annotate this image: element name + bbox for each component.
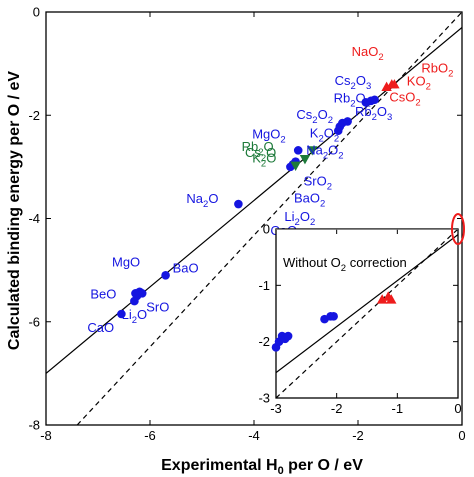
data-label: MgO xyxy=(112,254,140,269)
data-label: Rb2O xyxy=(242,139,274,158)
data-label: RbO2 xyxy=(421,60,453,79)
y-tick-label: -1 xyxy=(258,278,270,293)
data-label: Cs2O3 xyxy=(335,73,372,92)
x-tick-label: -6 xyxy=(144,428,156,443)
inset-plot: -3 -2 -1 0 0 -1 -2 -3 Without O2 correction xyxy=(258,213,465,416)
oxide-point xyxy=(370,95,379,105)
oxide-point xyxy=(137,289,147,298)
data-label: Na2O2 xyxy=(306,143,343,162)
data-label: K2O xyxy=(252,150,276,169)
y-tick-label: -2 xyxy=(258,334,270,349)
oxide-point xyxy=(131,289,140,298)
y-tick-label: -2 xyxy=(28,108,40,123)
data-label: K2O2 xyxy=(310,126,339,145)
x-axis-title: Experimental H0 per O / eV xyxy=(161,457,363,477)
x-tick-label: 0 xyxy=(458,428,465,443)
parity-line xyxy=(76,12,462,425)
data-label: BaO2 xyxy=(294,190,325,209)
data-label: BaO xyxy=(173,260,199,275)
oxide-point xyxy=(343,117,352,126)
oxide-point xyxy=(117,309,126,319)
x-tick-label: -2 xyxy=(352,428,364,443)
y-tick-label: -4 xyxy=(28,211,40,226)
data-label: MgO2 xyxy=(252,126,285,145)
x-tick-label: -4 xyxy=(248,428,260,443)
superoxide-point xyxy=(381,81,392,92)
data-label: SrO2 xyxy=(304,174,332,193)
inset-lines xyxy=(276,229,458,398)
origin-highlight-ellipse xyxy=(451,213,465,245)
data-label: CaO xyxy=(87,320,114,335)
main-points xyxy=(117,79,400,319)
data-label: Na2O xyxy=(186,191,218,210)
oxide-point xyxy=(283,331,293,341)
data-label: Cs2O2 xyxy=(296,107,333,126)
y-axis-title: Calculated binding energy per O / eV xyxy=(6,71,23,351)
ozonide-point xyxy=(299,154,311,165)
data-label: Li2O2 xyxy=(284,209,315,228)
x-tick-label: -3 xyxy=(270,401,282,416)
superoxide-point xyxy=(376,294,388,304)
data-label: Cs2O xyxy=(245,145,276,164)
data-label: SrO xyxy=(146,299,169,314)
x-tick-label: -1 xyxy=(392,401,404,416)
data-label: Rb2O2 xyxy=(334,90,371,109)
y-tick-label: -6 xyxy=(28,314,40,329)
oxide-point xyxy=(161,270,170,280)
fit-line xyxy=(276,234,458,374)
ozonide-point xyxy=(290,161,301,172)
data-label: Rb2O3 xyxy=(355,104,392,123)
data-label: KO2 xyxy=(407,73,431,92)
y-tick-label: 0 xyxy=(263,222,270,237)
x-tick-label: 0 xyxy=(454,401,461,416)
data-label: NaO2 xyxy=(352,44,384,63)
x-tick-label: -8 xyxy=(40,428,52,443)
data-label: CsO2 xyxy=(389,89,420,108)
data-label: BeO xyxy=(90,286,116,301)
inset-points xyxy=(271,291,397,352)
x-tick-label: -2 xyxy=(331,401,343,416)
oxide-point xyxy=(329,312,338,321)
inset-annotation: Without O2 correction xyxy=(283,255,407,274)
oxide-point xyxy=(293,146,303,155)
ozonide-point xyxy=(307,146,318,156)
data-label: Li2O xyxy=(122,307,148,326)
oxide-point xyxy=(234,199,243,209)
y-tick-label: 0 xyxy=(33,5,40,20)
superoxide-point xyxy=(389,79,400,89)
superoxide-point xyxy=(386,294,397,304)
y-tick-label: -3 xyxy=(258,391,270,406)
y-tick-label: -8 xyxy=(28,418,40,433)
